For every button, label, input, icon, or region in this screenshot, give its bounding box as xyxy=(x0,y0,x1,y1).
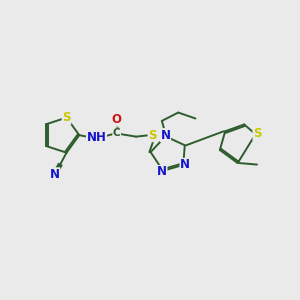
Text: N: N xyxy=(50,168,60,181)
Text: S: S xyxy=(148,129,157,142)
Text: N: N xyxy=(160,129,170,142)
Text: O: O xyxy=(112,113,122,126)
Text: NH: NH xyxy=(87,131,106,144)
Text: S: S xyxy=(253,127,262,140)
Text: C: C xyxy=(113,128,121,138)
Text: S: S xyxy=(62,111,71,124)
Text: N: N xyxy=(180,158,190,171)
Text: N: N xyxy=(157,166,167,178)
